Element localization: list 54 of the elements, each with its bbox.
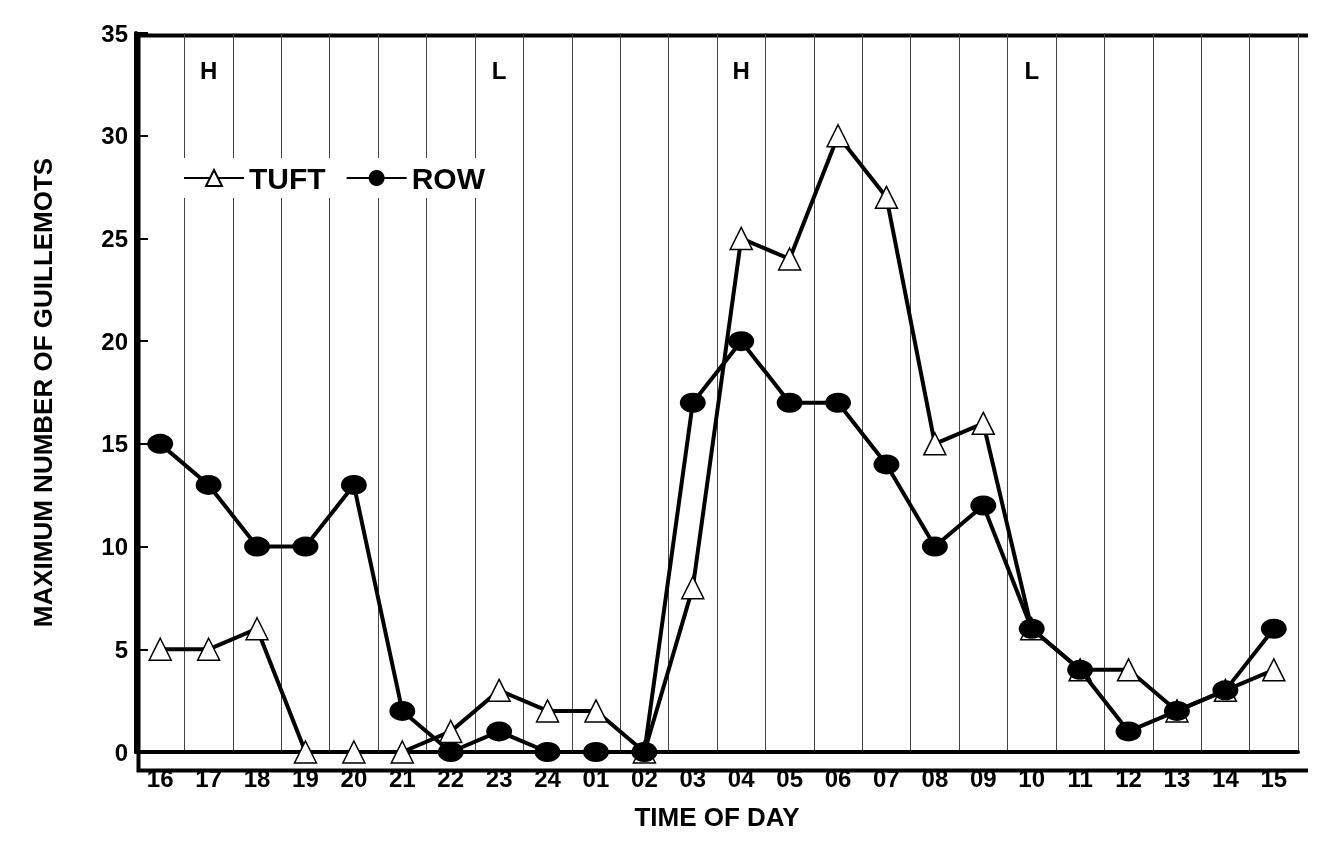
point bbox=[1115, 721, 1142, 742]
annotation: L bbox=[1024, 56, 1040, 84]
point bbox=[195, 474, 222, 495]
y-tick-label: 25 bbox=[101, 224, 128, 252]
y-tick-label: 0 bbox=[114, 738, 128, 766]
point bbox=[1116, 658, 1141, 682]
point bbox=[729, 226, 753, 251]
point bbox=[874, 185, 899, 210]
x-axis-title: TIME OF DAY bbox=[634, 802, 800, 832]
point bbox=[971, 411, 996, 436]
y-tick-label: 20 bbox=[101, 327, 128, 355]
y-axis-title: MAXIMUM NUMBER OF GUILLEMOTS bbox=[28, 157, 58, 628]
point bbox=[438, 719, 463, 744]
point bbox=[921, 536, 948, 557]
point bbox=[342, 740, 366, 764]
y-tick-label: 10 bbox=[101, 533, 128, 561]
point bbox=[535, 699, 560, 723]
point bbox=[487, 678, 511, 703]
point bbox=[1262, 658, 1286, 682]
annotation: L bbox=[491, 56, 507, 84]
y-tick-label: 15 bbox=[101, 430, 128, 458]
point bbox=[1260, 618, 1287, 639]
point bbox=[582, 742, 609, 762]
point bbox=[244, 536, 271, 557]
legend-label: TUFT bbox=[249, 161, 326, 195]
point bbox=[148, 637, 172, 662]
point bbox=[777, 247, 802, 271]
point bbox=[970, 495, 997, 516]
y-tick-label: 30 bbox=[101, 122, 128, 150]
point bbox=[389, 700, 416, 721]
annotation: H bbox=[199, 56, 218, 84]
point bbox=[292, 536, 319, 557]
point bbox=[776, 392, 803, 413]
point bbox=[826, 123, 850, 148]
point bbox=[679, 392, 706, 413]
point bbox=[147, 433, 174, 454]
point bbox=[437, 742, 464, 762]
point bbox=[390, 740, 415, 764]
y-tick-label: 35 bbox=[101, 19, 128, 47]
point bbox=[534, 742, 561, 762]
point bbox=[486, 721, 513, 742]
point bbox=[293, 740, 318, 764]
point bbox=[825, 392, 852, 413]
point bbox=[584, 699, 608, 723]
point bbox=[340, 474, 367, 495]
point bbox=[923, 432, 947, 456]
point bbox=[681, 575, 705, 600]
point bbox=[873, 454, 900, 475]
legend-label: ROW bbox=[411, 161, 486, 195]
annotation: H bbox=[732, 56, 750, 84]
point bbox=[196, 637, 221, 662]
point bbox=[245, 616, 269, 641]
point bbox=[728, 331, 755, 352]
y-tick-label: 5 bbox=[114, 635, 128, 663]
